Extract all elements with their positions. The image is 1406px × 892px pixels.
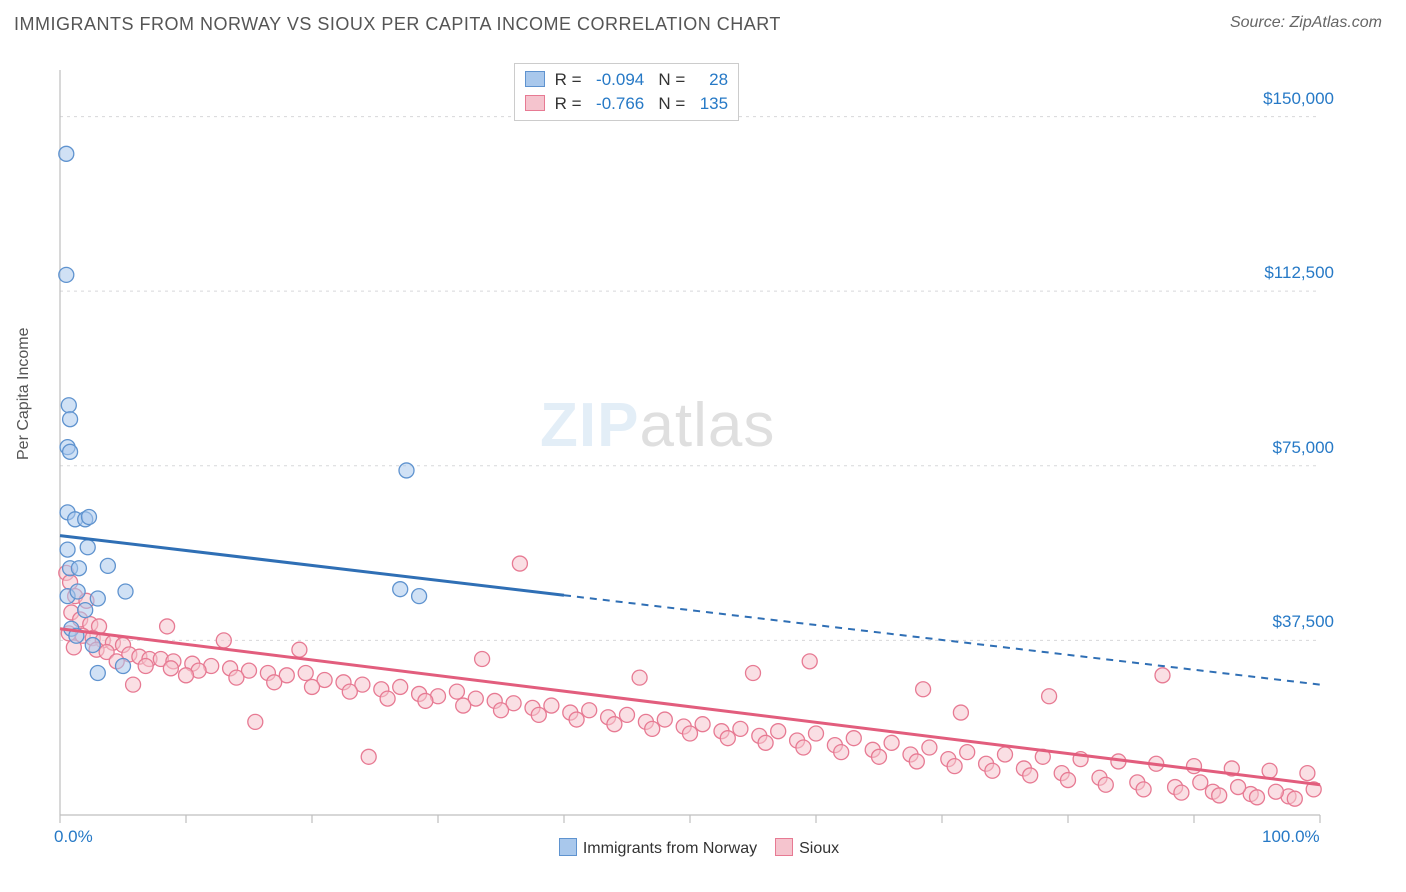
legend-r-label: R = (555, 94, 587, 113)
legend-r-value: -0.094 (586, 68, 644, 92)
y-tick-label: $75,000 (1273, 438, 1334, 458)
legend-row-sioux: R = -0.766 N = 135 (525, 92, 728, 116)
y-tick-label: $150,000 (1263, 89, 1334, 109)
legend-swatch (525, 71, 545, 87)
legend-n-value: 135 (690, 92, 728, 116)
legend-n-value: 28 (690, 68, 728, 92)
legend-n-label: N = (658, 70, 690, 89)
chart-container: IMMIGRANTS FROM NORWAY VS SIOUX PER CAPI… (0, 0, 1406, 892)
series-legend: Immigrants from Norway Sioux (50, 838, 1330, 858)
legend-r-label: R = (555, 70, 587, 89)
legend-swatch (559, 838, 577, 856)
legend-row-norway: R = -0.094 N = 28 (525, 68, 728, 92)
y-tick-label: $37,500 (1273, 612, 1334, 632)
y-tick-label: $112,500 (1264, 263, 1334, 283)
chart-title: IMMIGRANTS FROM NORWAY VS SIOUX PER CAPI… (14, 14, 781, 35)
legend-series-label: Immigrants from Norway (583, 840, 757, 857)
legend-n-label: N = (658, 94, 690, 113)
legend-r-value: -0.766 (586, 92, 644, 116)
correlation-legend: R = -0.094 N = 28R = -0.766 N = 135 (514, 63, 739, 121)
y-axis-label: Per Capita Income (15, 327, 33, 460)
legend-series-label: Sioux (799, 840, 839, 857)
scatter-plot-svg (50, 60, 1330, 830)
legend-swatch (525, 95, 545, 111)
legend-swatch (775, 838, 793, 856)
source-attribution: Source: ZipAtlas.com (1230, 14, 1382, 32)
plot-area: ZIPatlas R = -0.094 N = 28R = -0.766 N =… (50, 60, 1330, 830)
